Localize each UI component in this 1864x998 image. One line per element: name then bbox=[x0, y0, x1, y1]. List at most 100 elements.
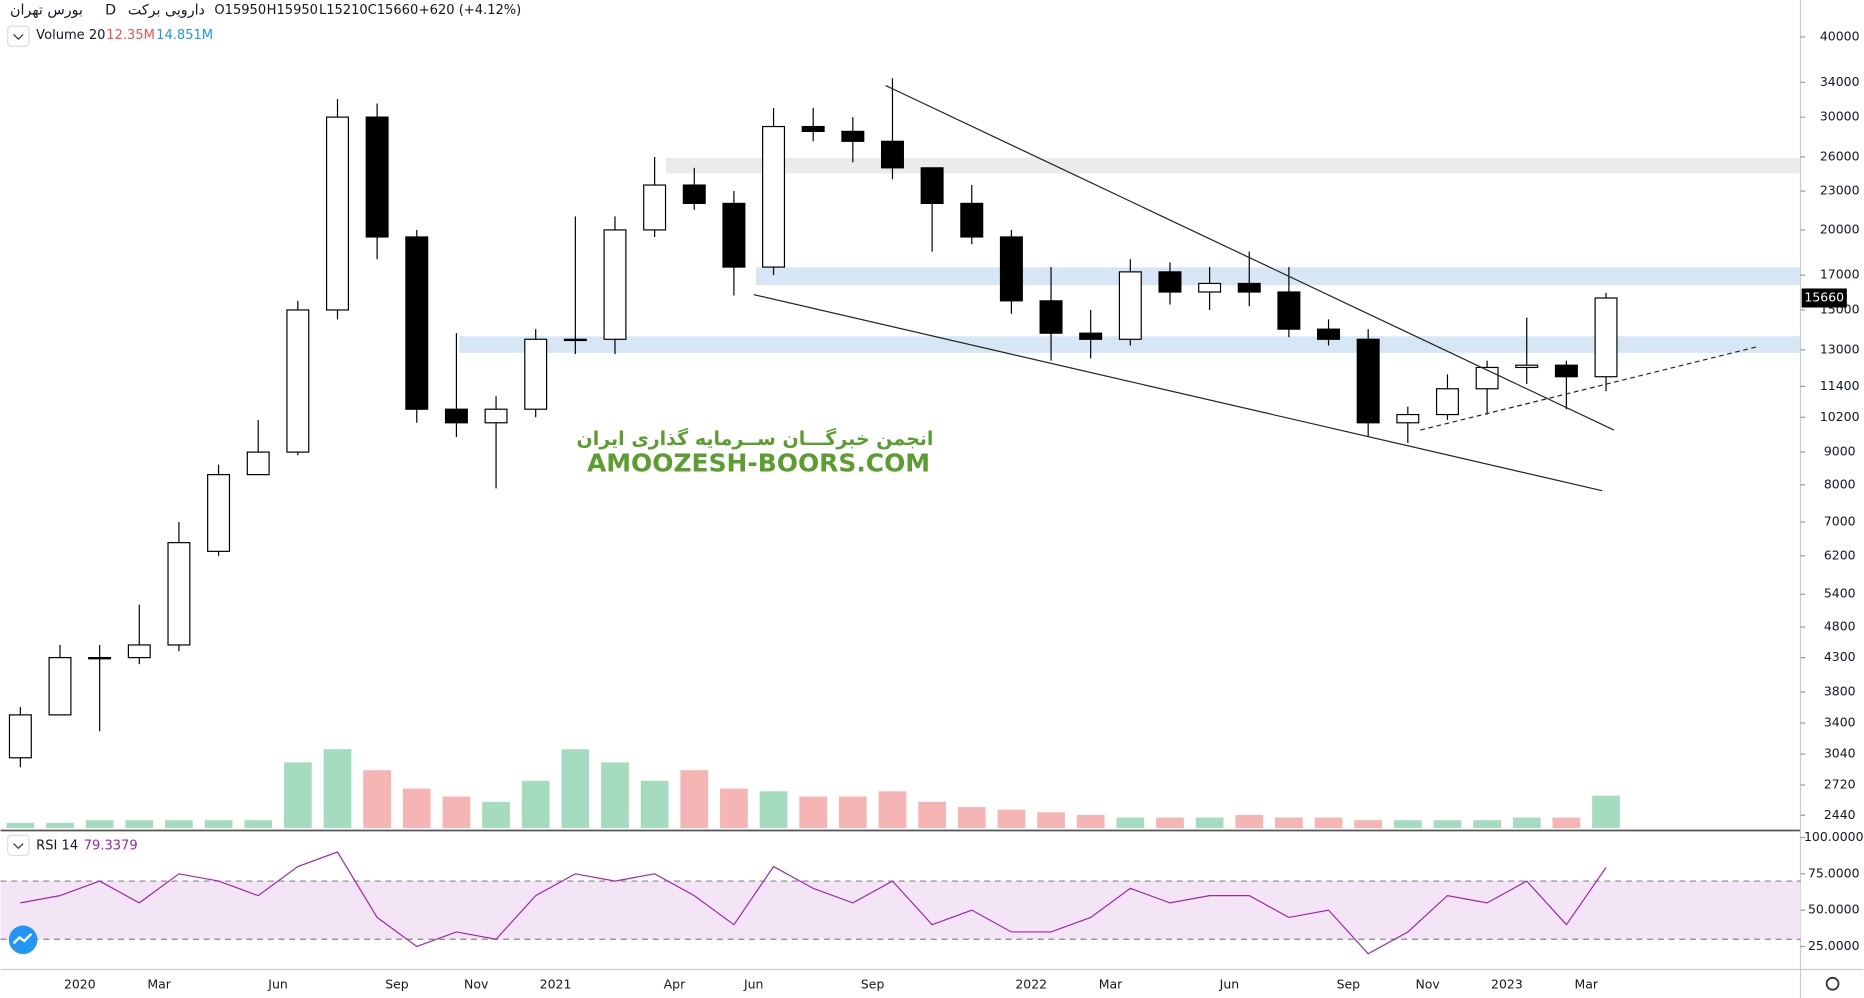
y-tick-label: 4300 bbox=[1824, 649, 1856, 664]
volume-bar bbox=[1552, 817, 1581, 829]
volume-bar bbox=[1592, 795, 1620, 829]
y-tick-label: 3040 bbox=[1824, 746, 1856, 761]
volume-bar bbox=[720, 788, 748, 829]
candle-body bbox=[405, 236, 429, 410]
volume-bar bbox=[1354, 820, 1383, 829]
volume-bar bbox=[957, 807, 986, 829]
volume-bar bbox=[1037, 812, 1065, 829]
candle-body bbox=[999, 236, 1023, 302]
x-tick-label: Mar bbox=[1099, 976, 1123, 991]
candle-body bbox=[682, 184, 706, 204]
volume-ma: 14.851M bbox=[156, 28, 213, 43]
volume-bar bbox=[204, 820, 233, 829]
zone bbox=[665, 158, 1801, 174]
x-tick-label: Sep bbox=[1337, 976, 1361, 991]
rsi-title: RSI 14 bbox=[36, 838, 78, 853]
candle-body bbox=[841, 130, 865, 142]
x-tick-label: Jun bbox=[1219, 976, 1239, 991]
volume-title: Volume 20 bbox=[36, 28, 105, 43]
candle-body bbox=[127, 644, 151, 659]
volume-bar bbox=[363, 770, 392, 829]
y-tick-label: 7000 bbox=[1824, 514, 1856, 529]
last-price-box bbox=[1801, 288, 1847, 308]
volume-bar bbox=[838, 796, 867, 829]
y-tick-label: 10200 bbox=[1820, 409, 1860, 424]
candle-body bbox=[1396, 413, 1420, 424]
y-tick-label: 11400 bbox=[1820, 378, 1860, 393]
candle-body bbox=[207, 474, 231, 552]
volume-bar bbox=[1275, 817, 1303, 829]
y-tick-label: 17000 bbox=[1820, 267, 1860, 282]
volume-bar bbox=[1393, 820, 1422, 829]
volume-bar bbox=[323, 749, 352, 829]
y-tick-label: 4800 bbox=[1824, 618, 1856, 633]
y-tick-label: 3400 bbox=[1824, 714, 1856, 729]
volume-bar bbox=[521, 780, 550, 829]
candle-body bbox=[167, 542, 191, 646]
candle-body bbox=[1356, 338, 1380, 424]
candle-body bbox=[8, 714, 32, 759]
volume-bar bbox=[1116, 817, 1145, 829]
volume-bar bbox=[1433, 820, 1462, 829]
candle-body bbox=[444, 408, 468, 424]
collapse-button[interactable] bbox=[7, 25, 30, 47]
chevron bbox=[13, 843, 24, 850]
volume-bar bbox=[997, 809, 1026, 829]
volume-bar bbox=[244, 820, 273, 829]
candle-body bbox=[722, 202, 746, 268]
y-tick-label: 26000 bbox=[1820, 148, 1860, 163]
candle-body bbox=[643, 184, 667, 231]
zone bbox=[756, 267, 1801, 286]
candle-body bbox=[1435, 388, 1459, 416]
x-tick-label: Apr bbox=[664, 976, 686, 991]
y-tick-label: 2720 bbox=[1824, 777, 1856, 792]
y-tick-label: 23000 bbox=[1820, 183, 1860, 198]
x-tick-label: Nov bbox=[1415, 976, 1439, 991]
volume-bar bbox=[1235, 814, 1264, 829]
volume-bar bbox=[85, 820, 114, 829]
candle-body bbox=[801, 125, 825, 132]
x-tick-label: 2021 bbox=[540, 976, 572, 991]
volume-bar bbox=[125, 820, 154, 829]
last-price-label: 15660 bbox=[1804, 289, 1844, 304]
volume-bar bbox=[759, 791, 788, 829]
symbol: دارویی برکت bbox=[128, 3, 205, 19]
y-tick-label: 50.0000 bbox=[1808, 902, 1860, 917]
interval: D bbox=[105, 3, 116, 19]
candle-body bbox=[603, 229, 627, 340]
ohlc-low: L15210 bbox=[319, 3, 368, 18]
rsi-last: 79.3379 bbox=[84, 838, 138, 853]
x-tick-label: 2023 bbox=[1491, 976, 1523, 991]
logo-mark bbox=[12, 933, 33, 945]
volume-bar bbox=[6, 822, 35, 829]
y-tick-label: 20000 bbox=[1820, 221, 1860, 236]
volume-bar bbox=[46, 822, 74, 829]
candle-body bbox=[880, 140, 904, 169]
ohlc-high: H15950 bbox=[267, 3, 318, 18]
volume-bar bbox=[640, 780, 669, 829]
candle-body bbox=[246, 451, 270, 476]
candle-body bbox=[1554, 364, 1578, 378]
volume-bar bbox=[601, 762, 629, 829]
trend-line bbox=[885, 85, 1615, 431]
volume-bar bbox=[402, 788, 431, 829]
candle-body bbox=[1317, 328, 1341, 340]
candle-body bbox=[1039, 300, 1063, 334]
candle-body bbox=[365, 116, 389, 238]
change: +620 (+4.12%) bbox=[419, 3, 522, 18]
collapse-button[interactable] bbox=[7, 834, 30, 857]
y-tick-label: 5400 bbox=[1824, 586, 1856, 601]
x-tick-label: Jun bbox=[743, 976, 763, 991]
candle-body bbox=[48, 657, 72, 716]
y-tick-label: 25.0000 bbox=[1808, 938, 1860, 953]
volume-bar bbox=[1076, 814, 1105, 829]
volume-bar bbox=[1512, 817, 1541, 829]
settings-button[interactable] bbox=[1825, 976, 1840, 991]
y-tick-label: 2440 bbox=[1824, 807, 1856, 822]
y-tick-label: 8000 bbox=[1824, 476, 1856, 491]
rsi-line bbox=[20, 851, 1607, 955]
volume-bar bbox=[1156, 817, 1184, 829]
volume-bar bbox=[799, 796, 828, 829]
plot bbox=[0, 78, 1801, 955]
